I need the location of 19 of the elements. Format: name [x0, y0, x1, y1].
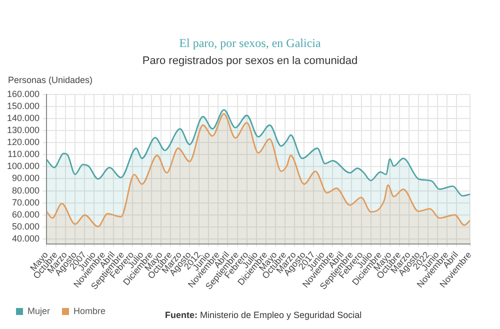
y-tick-label: 130.000 [6, 125, 40, 136]
legend-label: Mujer [28, 306, 50, 316]
source-note: Fuente: Ministerio de Empleo y Seguridad Social [165, 310, 362, 320]
y-tick-label: 80.000 [12, 185, 40, 196]
y-tick-label: 60.000 [12, 209, 40, 220]
y-tick-label: 110.000 [8, 149, 40, 160]
chart-subtitle: Paro registrados por sexos en la comunidad [141, 55, 359, 67]
y-tick-label: 50.000 [12, 221, 40, 232]
y-tick-label: 70.000 [12, 197, 40, 208]
y-tick-label: 160.000 [6, 88, 40, 99]
chart-title: El paro, por sexos, en Galicia [178, 36, 322, 51]
legend-label: Hombre [74, 306, 106, 316]
y-tick-label: 120.000 [6, 137, 40, 148]
y-tick-label: 90.000 [12, 173, 40, 184]
y-tick-label: 40.000 [12, 233, 40, 244]
y-tick-label: 140.000 [6, 112, 40, 123]
y-tick-label: 150.000 [6, 100, 40, 111]
y-tick-label: 100.000 [6, 161, 40, 172]
y-axis-title: Personas (Unidades) [8, 75, 93, 85]
